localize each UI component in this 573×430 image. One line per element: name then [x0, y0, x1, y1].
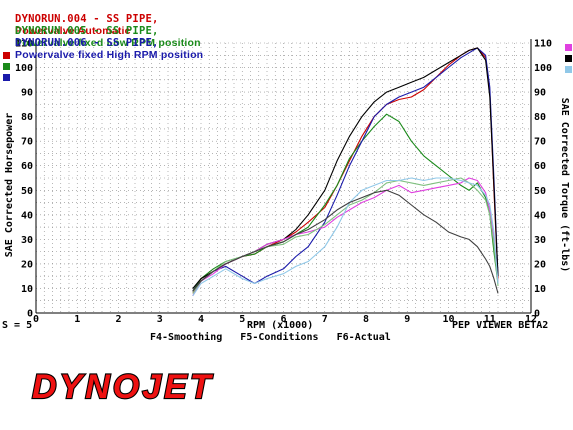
x-tick-label: 3: [157, 314, 163, 325]
viewer-label: PEP VIEWER BETA2: [452, 320, 549, 331]
swatch-right-lightblue: [565, 66, 572, 73]
left-tick-label: 10: [21, 284, 33, 295]
left-tick-label: 20: [21, 259, 33, 270]
series-line-black_tq: [192, 189, 499, 294]
x-tick-labels: 0 1 2 3 4 5 6 7 8 9 10 11 12: [33, 314, 537, 325]
right-tick-label: 10: [534, 284, 546, 295]
left-y-tick-labels: 0 10 20 30 40 50 60 70 80 90 100 110: [15, 39, 33, 320]
series-line-run004_hp: [192, 47, 499, 294]
swatch-right-pink: [565, 44, 572, 51]
left-tick-label: 110: [15, 39, 33, 50]
series-line-run004_tq: [192, 177, 499, 297]
x-tick-label: 12: [525, 314, 537, 325]
x-tick-label: 11: [484, 314, 496, 325]
x-tick-label: 4: [198, 314, 204, 325]
left-tick-label: 50: [21, 186, 33, 197]
x-tick-label: 0: [33, 314, 39, 325]
right-tick-label: 20: [534, 259, 546, 270]
series-line-run006_tq: [192, 177, 499, 297]
x-tick-label: 5: [239, 314, 245, 325]
x-tick-label: 9: [404, 314, 410, 325]
right-axis-label: SAE Corrected Torque (ft-lbs): [559, 98, 570, 273]
dynojet-logo: DYNOJET: [31, 367, 214, 406]
x-tick-label: 8: [363, 314, 369, 325]
x-tick-label: 2: [115, 314, 121, 325]
swatch-right-black: [565, 55, 572, 62]
chart-grid: [35, 42, 532, 314]
x-axis-label: RPM (x1000): [247, 320, 314, 331]
right-tick-label: 110: [534, 39, 552, 50]
right-tick-label: 0: [534, 309, 540, 320]
left-tick-label: 40: [21, 210, 33, 221]
right-y-tick-labels: 0 10 20 30 40 50 60 70 80 90 100 110: [534, 39, 552, 320]
left-tick-label: 0: [27, 309, 33, 320]
swatch-left-green: [3, 63, 10, 70]
left-axis-label: SAE Corrected Horsepower: [4, 113, 15, 258]
legend-run-005-desc: Powervalve fixed Low RPM position: [15, 37, 201, 49]
right-tick-label: 50: [534, 186, 546, 197]
legend-run-005-name: DYNORUN.005 - SS PIPE,: [15, 25, 159, 37]
series-layer: [192, 47, 499, 297]
swatch-left-blue: [3, 74, 10, 81]
right-tick-label: 100: [534, 63, 552, 74]
x-tick-label: 10: [442, 314, 454, 325]
function-keys: F4-Smoothing F5-Conditions F6-Actual: [150, 332, 391, 343]
right-tick-label: 80: [534, 112, 546, 123]
right-tick-label: 70: [534, 137, 546, 148]
series-line-run006_hp: [192, 47, 499, 292]
left-tick-label: 80: [21, 112, 33, 123]
chart-frame: [35, 39, 532, 314]
legend-run-006: DYNORUN.006 - SS PIPE, Powervalve fixed …: [2, 25, 203, 61]
legend-run-006-name: DYNORUN.006 - SS PIPE,: [15, 37, 159, 49]
left-tick-label: 100: [15, 63, 33, 74]
left-tick-label: 70: [21, 137, 33, 148]
legend-run-004-desc: Powervalve Automatic: [15, 25, 131, 37]
left-tick-label: 30: [21, 235, 33, 246]
legend-run-005: DYNORUN.005 - SS PIPE, Powervalve fixed …: [2, 13, 201, 49]
x-tick-label: 1: [74, 314, 80, 325]
left-tick-label: 60: [21, 161, 33, 172]
smoothing-label: S = 5: [2, 320, 33, 331]
right-tick-label: 30: [534, 235, 546, 246]
left-tick-label: 90: [21, 88, 33, 99]
right-tick-label: 40: [534, 210, 546, 221]
x-tick-label: 6: [280, 314, 286, 325]
right-tick-label: 90: [534, 88, 546, 99]
swatch-left-red: [3, 52, 10, 59]
logo-text: DYNOJET: [32, 368, 214, 406]
legend-run-004: DYNORUN.004 - SS PIPE, Powervalve Automa…: [2, 1, 159, 37]
right-tick-label: 60: [534, 161, 546, 172]
legend-run-006-desc: Powervalve fixed High RPM position: [15, 49, 204, 61]
x-tick-label: 7: [322, 314, 328, 325]
legend-run-004-name: DYNORUN.004 - SS PIPE,: [15, 13, 159, 25]
